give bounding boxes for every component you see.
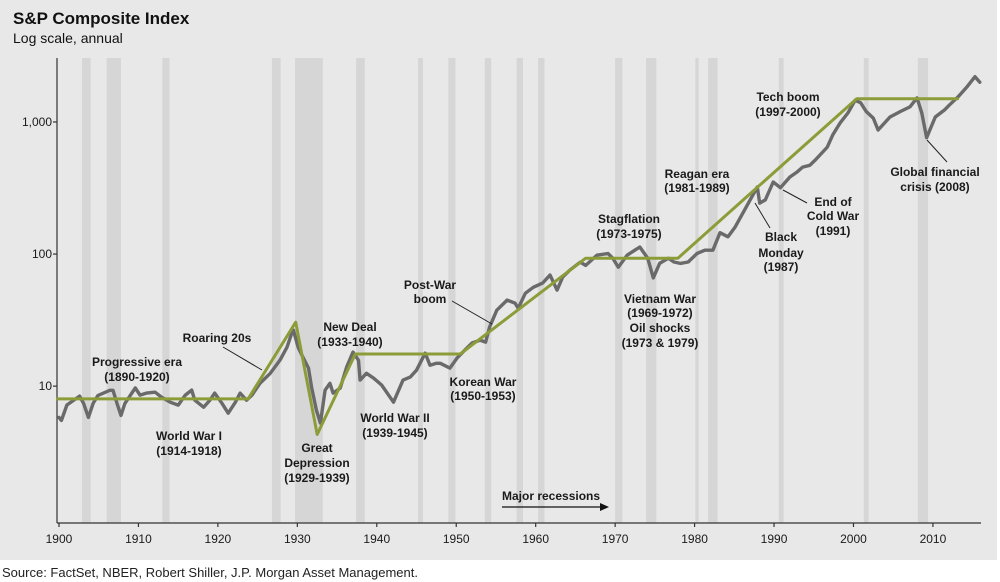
annotation-line: Monday: [758, 246, 804, 260]
x-tick-label: 2000: [840, 532, 867, 546]
recession-band: [418, 58, 423, 523]
y-tick-label: 1,000: [22, 115, 52, 129]
annotation-line: Korean War: [450, 375, 517, 389]
annotation-line: (1933-1940): [317, 335, 382, 349]
annotation-line: Roaring 20s: [183, 331, 252, 345]
x-tick-label: 2010: [920, 532, 947, 546]
x-tick-label: 1910: [125, 532, 152, 546]
annotation-korean-war: Korean War (1950-1953): [450, 375, 517, 403]
annotation-line: (1890-1920): [104, 370, 169, 384]
annotation-line: (1991): [816, 224, 851, 238]
annotation-line: (1987): [764, 260, 799, 274]
annotation-line: Vietnam War: [624, 292, 696, 306]
recession-band: [484, 58, 492, 523]
x-tick-label: 1930: [284, 532, 311, 546]
recessions-legend: Major recessions: [502, 489, 609, 511]
recession-band: [271, 58, 281, 523]
annotation-progressive-era: Progressive era (1890-1920): [92, 355, 182, 384]
recession-band: [516, 58, 523, 523]
annotation-global-financial-crisis: Global financial crisis (2008): [890, 139, 980, 194]
annotation-line: (1973-1975): [596, 227, 661, 241]
x-tick-label: 1940: [363, 532, 390, 546]
x-tick-label: 1960: [522, 532, 549, 546]
recession-band: [863, 58, 869, 523]
annotation-line: Depression: [284, 456, 349, 470]
x-tick-label: 1990: [761, 532, 788, 546]
annotation-line: Cold War: [807, 209, 860, 223]
recession-band: [356, 58, 365, 523]
annotation-line: World War II: [360, 411, 429, 425]
recession-band: [448, 58, 456, 523]
annotation-leader-line: [222, 346, 263, 371]
annotation-leader-line: [451, 300, 493, 325]
recession-band: [695, 58, 699, 523]
chart-title: S&P Composite Index: [13, 9, 190, 28]
annotation-line: (1914-1918): [156, 444, 221, 458]
axes: [56, 58, 981, 524]
annotation-line: (1939-1945): [362, 426, 427, 440]
recession-band: [778, 58, 784, 523]
annotation-world-war-i: World War I (1914-1918): [156, 429, 222, 458]
annotation-post-war-boom: Post-War boom: [404, 278, 493, 325]
recession-band: [646, 58, 657, 523]
annotation-great-depression: Great Depression (1929-1939): [284, 441, 349, 485]
annotation-leader-line: [754, 202, 771, 229]
recession-band: [615, 58, 623, 523]
annotation-line: Reagan era: [665, 167, 730, 181]
annotation-line: Global financial: [890, 165, 979, 179]
y-tick-label: 10: [39, 379, 53, 393]
annotation-line: (1997-2000): [755, 105, 820, 119]
y-tick-label: 100: [32, 247, 52, 261]
trend-line: [55, 97, 960, 436]
annotation-line: Oil shocks: [630, 321, 691, 335]
recession-band: [162, 58, 170, 523]
x-tick-label: 1900: [46, 532, 73, 546]
recession-band: [708, 58, 718, 523]
chart-subtitle: Log scale, annual: [13, 30, 123, 46]
recession-band: [106, 58, 121, 523]
annotation-tech-boom: Tech boom (1997-2000): [755, 90, 820, 119]
annotation-stagflation: Stagflation (1973-1975): [596, 212, 661, 241]
x-tick-label: 1920: [205, 532, 232, 546]
recession-band: [82, 58, 91, 523]
annotation-black-monday: Black Monday (1987): [754, 202, 804, 274]
annotation-line: New Deal: [323, 320, 376, 334]
annotation-new-deal: New Deal (1933-1940): [317, 320, 382, 349]
annotation-vietnam-war-oil-shocks: Vietnam War (1969-1972) Oil shocks (1973…: [622, 292, 699, 350]
annotation-line: (1973 & 1979): [622, 336, 699, 350]
annotation-reagan-era: Reagan era (1981-1989): [664, 167, 729, 195]
annotation-line: (1950-1953): [450, 389, 515, 403]
recessions-legend-label: Major recessions: [502, 489, 600, 503]
recession-band: [917, 58, 929, 523]
annotation-line: Progressive era: [92, 355, 182, 369]
y-ticks: 1,000 100 10: [22, 115, 57, 393]
annotation-end-of-cold-war: End of Cold War (1991): [782, 189, 860, 238]
annotation-line: Tech boom: [756, 90, 819, 104]
arrow-head-icon: [600, 503, 609, 511]
x-tick-label: 1950: [443, 532, 470, 546]
annotation-line: (1981-1989): [664, 181, 729, 195]
annotation-line: Great: [301, 441, 332, 455]
recession-band: [295, 58, 323, 523]
trend-series: [55, 97, 960, 436]
annotation-roaring-20s: Roaring 20s: [183, 331, 263, 371]
annotation-leader-line: [926, 139, 948, 163]
annotation-leader-line: [782, 189, 808, 204]
annotation-line: boom: [414, 292, 447, 306]
source-note: Source: FactSet, NBER, Robert Shiller, J…: [2, 565, 418, 580]
annotation-line: crisis (2008): [900, 180, 969, 194]
x-tick-label: 1970: [602, 532, 629, 546]
annotation-line: Black: [765, 230, 797, 244]
annotation-line: (1969-1972): [627, 306, 692, 320]
x-tick-label: 1980: [681, 532, 708, 546]
annotation-line: (1929-1939): [284, 471, 349, 485]
annotation-line: Post-War: [404, 278, 457, 292]
annotation-line: Stagflation: [598, 212, 660, 226]
annotation-world-war-ii: World War II (1939-1945): [360, 411, 429, 440]
annotation-line: World War I: [156, 429, 222, 443]
x-ticks: 1900 1910 1920 1930 1940 1950 1960 1970 1980 1990…: [46, 523, 947, 546]
annotation-line: End of: [814, 195, 852, 209]
